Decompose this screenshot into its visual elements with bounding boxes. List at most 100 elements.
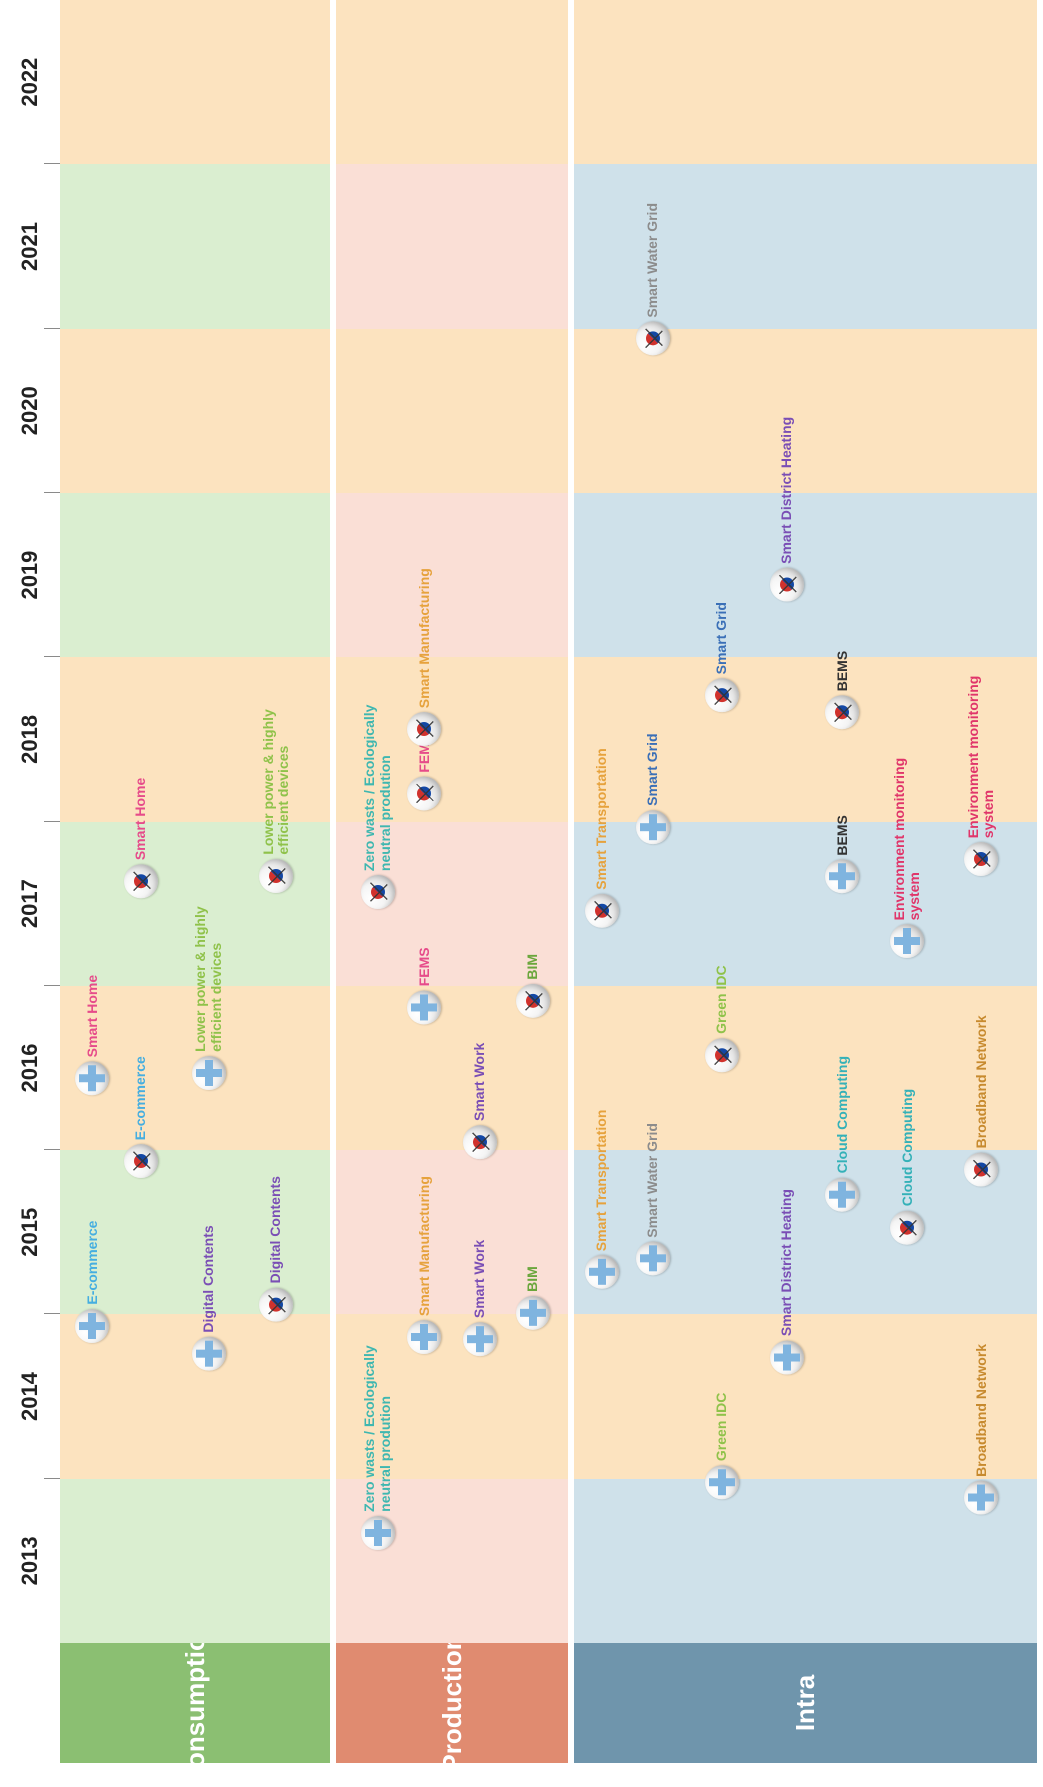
data-point-label: Smart Transportation: [594, 1110, 609, 1252]
data-point-label: Zero wasts / Ecologically neutral produt…: [362, 1342, 393, 1512]
data-point-label: Broadband Network: [974, 1015, 989, 1148]
data-point-label: Green IDC: [714, 1393, 729, 1461]
year-label: 2017: [17, 879, 43, 928]
data-point-label: BIM: [525, 1266, 540, 1292]
data-point-label: Green IDC: [714, 965, 729, 1033]
points-layer: E-commerceSmart HomeE-commerceSmart Home…: [60, 0, 330, 1643]
data-point: Lower power & highly efficient devices: [192, 882, 226, 1090]
data-point-label: Smart Manufacturing: [417, 1176, 432, 1316]
swimlane-label: Intra: [574, 1643, 1037, 1763]
year-label: 2016: [17, 1043, 43, 1092]
data-point: Smart Transportation: [585, 1110, 619, 1290]
data-point: BEMS: [825, 815, 859, 893]
year-cell: 2016: [0, 986, 60, 1150]
data-point: Environment monitoring system: [964, 668, 998, 876]
korea-flag-icon: [124, 1144, 158, 1178]
korea-flag-icon: [636, 322, 670, 356]
chart-canvas: 2013201420152016201720182019202020212022…: [0, 0, 1043, 1763]
finland-flag-icon: [407, 1320, 441, 1354]
swimlane-label: Production: [336, 1643, 568, 1763]
data-point: Zero wasts / Ecologically neutral produt…: [361, 701, 395, 909]
finland-flag-icon: [636, 1242, 670, 1276]
korea-flag-icon: [407, 712, 441, 746]
year-label: 2020: [17, 386, 43, 435]
finland-flag-icon: [585, 1255, 619, 1289]
data-point-label: Environment monitoring system: [892, 750, 923, 920]
data-point: Broadband Network: [964, 1015, 998, 1186]
data-point: Lower power & highly efficient devices: [259, 685, 293, 893]
year-header: 2013201420152016201720182019202020212022: [0, 0, 60, 1643]
finland-flag-icon: [770, 1340, 804, 1374]
korea-flag-icon: [890, 1210, 924, 1244]
data-point: BIM: [516, 1266, 550, 1330]
data-point-label: Smart District Heating: [779, 1189, 794, 1336]
data-point: Green IDC: [705, 1393, 739, 1499]
year-cell: 2014: [0, 1314, 60, 1478]
data-point: Smart Work: [463, 1043, 497, 1159]
data-point: Smart Water Grid: [636, 203, 670, 356]
korea-flag-icon: [705, 678, 739, 712]
data-point-label: Smart Water Grid: [645, 203, 660, 318]
data-point: Smart Grid: [636, 733, 670, 843]
rotated-viewport: 2013201420152016201720182019202020212022…: [0, 720, 1043, 1763]
data-point-label: BIM: [525, 954, 540, 980]
data-point-label: Cloud Computing: [900, 1089, 915, 1206]
finland-flag-icon: [890, 924, 924, 958]
finland-flag-icon: [636, 810, 670, 844]
year-label: 2022: [17, 58, 43, 107]
data-point-label: Smart Work: [472, 1043, 487, 1121]
data-point-label: Smart Transportation: [594, 748, 609, 890]
data-point: FEMS: [407, 947, 441, 1024]
data-point: Zero wasts / Ecologically neutral produt…: [361, 1342, 395, 1550]
year-label: 2013: [17, 1536, 43, 1585]
data-point-label: Smart Work: [472, 1240, 487, 1318]
data-point-label: E-commerce: [85, 1221, 100, 1305]
data-point-label: Smart Grid: [645, 733, 660, 805]
data-point: Smart Work: [463, 1240, 497, 1356]
swimlane-grid: E-commerceSmart HomeE-commerceSmart Home…: [60, 0, 1043, 1643]
data-point-label: Smart Grid: [714, 602, 729, 674]
data-point: Digital Contents: [259, 1176, 293, 1321]
data-point-label: BEMS: [835, 651, 850, 691]
finland-flag-icon: [705, 1465, 739, 1499]
year-cell: 2021: [0, 164, 60, 328]
finland-flag-icon: [825, 1177, 859, 1211]
korea-flag-icon: [463, 1125, 497, 1159]
year-cell: 2017: [0, 822, 60, 986]
data-point-label: Broadband Network: [974, 1344, 989, 1477]
data-point-label: Digital Contents: [201, 1225, 216, 1332]
swimlane: E-commerceSmart HomeE-commerceSmart Home…: [60, 0, 330, 1643]
data-point-label: Cloud Computing: [835, 1056, 850, 1173]
swimlane: Zero wasts / Ecologically neutral produt…: [336, 0, 568, 1643]
data-point: Smart Manufacturing: [407, 1176, 441, 1354]
year-cell: 2022: [0, 0, 60, 164]
swimlane-label-text: Consumption: [180, 1619, 211, 1787]
data-point-label: Smart Manufacturing: [417, 568, 432, 708]
data-point: Cloud Computing: [890, 1089, 924, 1244]
korea-flag-icon: [964, 1152, 998, 1186]
data-point-label: Digital Contents: [268, 1176, 283, 1283]
data-point: Smart Home: [75, 975, 109, 1095]
data-point: E-commerce: [75, 1221, 109, 1343]
year-cell: 2019: [0, 493, 60, 657]
finland-flag-icon: [825, 860, 859, 894]
data-point-label: Smart Home: [85, 975, 100, 1057]
korea-flag-icon: [259, 1287, 293, 1321]
data-point: Smart Transportation: [585, 748, 619, 928]
korea-flag-icon: [124, 864, 158, 898]
data-point-label: Smart Water Grid: [645, 1123, 660, 1238]
korea-flag-icon: [259, 859, 293, 893]
data-point: Smart Manufacturing: [407, 568, 441, 746]
year-cell: 2020: [0, 329, 60, 493]
data-point-label: Zero wasts / Ecologically neutral produt…: [362, 701, 393, 871]
data-point: Smart District Heating: [770, 417, 804, 602]
year-label: 2014: [17, 1372, 43, 1421]
year-label: 2018: [17, 715, 43, 764]
year-label: 2021: [17, 222, 43, 271]
data-point: BEMS: [825, 651, 859, 729]
data-point-label: Environment monitoring system: [966, 668, 997, 838]
data-point: Smart Grid: [705, 602, 739, 712]
korea-flag-icon: [705, 1038, 739, 1072]
data-point: Smart Water Grid: [636, 1123, 670, 1276]
data-point: Smart District Heating: [770, 1189, 804, 1374]
